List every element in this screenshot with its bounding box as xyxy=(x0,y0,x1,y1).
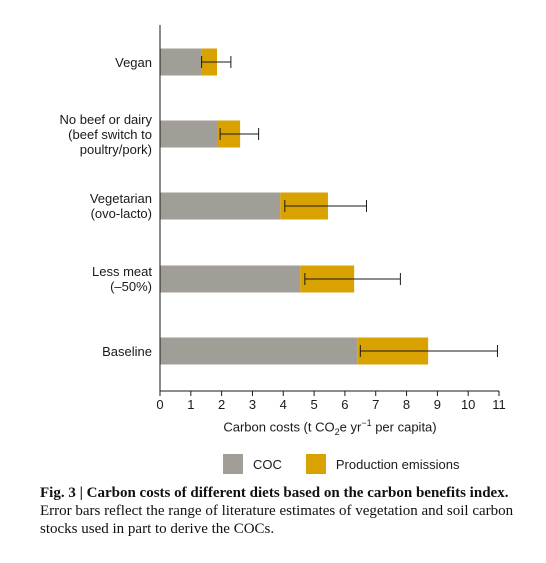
legend: COC Production emissions xyxy=(223,453,483,475)
error-bar-4 xyxy=(359,345,498,357)
category-label-line: No beef or dairy xyxy=(59,111,153,127)
category-label-4: Baseline xyxy=(2,344,152,359)
x-axis-label: Carbon costs (t CO2e yr−1 per capita) xyxy=(160,418,500,437)
category-label-2: Vegetarian (ovo-lacto) xyxy=(2,191,152,221)
legend-label-coc: COC xyxy=(253,456,282,472)
bar-coc-3 xyxy=(160,265,301,293)
caption-title: Fig. 3 | Carbon costs of different diets… xyxy=(40,485,509,501)
x-tick-label-8: 8 xyxy=(403,397,410,412)
x-tick-label-7: 7 xyxy=(372,397,379,412)
x-tick-label-1: 1 xyxy=(187,397,194,412)
x-axis-label-superscript: −1 xyxy=(361,418,372,428)
error-bar-2 xyxy=(284,200,367,212)
error-bar-1 xyxy=(219,128,260,140)
error-bar-3 xyxy=(304,273,401,285)
category-label-line: Baseline xyxy=(102,343,152,359)
error-bar-0 xyxy=(201,56,232,68)
x-axis-label-subscript: 2 xyxy=(334,426,340,437)
bar-coc-1 xyxy=(160,120,218,148)
bar-coc-2 xyxy=(160,192,281,220)
caption-body: Error bars reflect the range of literatu… xyxy=(40,503,514,537)
x-tick-label-11: 11 xyxy=(492,397,506,412)
category-label-1: No beef or dairy (beef switch to poultry/p… xyxy=(2,111,153,157)
category-label-line: Less meat xyxy=(92,264,152,279)
legend-label-production: Production emissions xyxy=(335,456,460,472)
x-axis-label-text-mid: e yr xyxy=(339,419,362,435)
x-axis: 0 1 2 3 4 5 6 7 8 9 10 11 xyxy=(156,25,506,412)
chart-plot: 0 1 2 3 4 5 6 7 8 9 10 11 xyxy=(156,25,506,412)
x-axis-label-text: Carbon costs (t CO xyxy=(223,419,335,435)
category-label-line: (–50%) xyxy=(110,279,152,294)
x-tick-label-5: 5 xyxy=(310,397,317,412)
x-tick-label-3: 3 xyxy=(249,397,256,412)
bar-coc-0 xyxy=(160,48,202,76)
x-tick-label-0: 0 xyxy=(156,397,163,412)
category-label-line: (beef switch to xyxy=(68,126,152,142)
category-label-0: Vegan xyxy=(2,55,152,70)
legend-item-production: Production emissions xyxy=(305,454,460,474)
legend-swatch-production xyxy=(305,454,326,474)
category-label-line: poultry/pork) xyxy=(79,141,152,157)
category-label-line: Vegetarian xyxy=(89,191,152,206)
x-tick-label-9: 9 xyxy=(434,397,441,412)
legend-swatch-coc xyxy=(223,454,243,474)
figure-caption: Fig. 3 | Carbon costs of different diets… xyxy=(40,484,530,538)
category-label-line: (ovo-lacto) xyxy=(90,206,152,221)
bar-coc-4 xyxy=(160,337,358,365)
category-label-3: Less meat (–50%) xyxy=(2,264,152,294)
x-tick-label-2: 2 xyxy=(218,397,225,412)
x-axis-label-text-end: per capita) xyxy=(371,419,437,435)
error-bars-group xyxy=(201,56,498,357)
legend-item-coc: COC xyxy=(223,454,282,474)
x-tick-label-10: 10 xyxy=(461,397,475,412)
category-label-line: Vegan xyxy=(115,54,152,70)
x-tick-label-6: 6 xyxy=(341,397,348,412)
x-tick-label-4: 4 xyxy=(280,397,287,412)
